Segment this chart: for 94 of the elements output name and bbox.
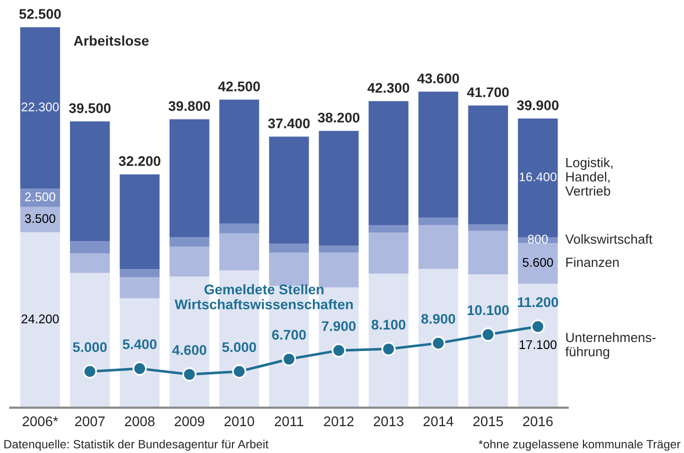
bar — [219, 100, 260, 224]
bar — [368, 274, 408, 408]
x-tick-label: 2015 — [473, 416, 503, 426]
bar — [170, 246, 210, 277]
text: *ohne zugelassene kommunale Träger — [478, 440, 680, 451]
bar — [120, 269, 160, 278]
bar — [318, 246, 359, 253]
point — [481, 327, 496, 342]
point — [332, 343, 346, 358]
total-label: 32.200 — [118, 156, 160, 166]
data-label: 8.900 — [421, 314, 456, 324]
point — [232, 364, 246, 379]
bar — [20, 206, 60, 232]
bar — [368, 232, 408, 274]
total-label: 37.400 — [268, 118, 310, 128]
bar — [468, 274, 508, 408]
bar — [418, 92, 458, 218]
total-label: 52.500 — [19, 9, 61, 19]
total-label: 39.900 — [516, 100, 559, 110]
x-tick-label: 2010 — [224, 416, 254, 426]
x-tick-label: 2009 — [174, 416, 204, 426]
series-label: Unternehmens- führung — [565, 332, 656, 359]
data-label: 4.600 — [172, 345, 206, 355]
data-label: 800 — [528, 234, 548, 244]
data-label: 8.100 — [372, 320, 406, 330]
x-tick-label: 2016 — [523, 416, 553, 426]
bar — [418, 268, 458, 408]
x-tick-label: 2006* — [22, 416, 58, 426]
point — [381, 342, 396, 356]
bar — [368, 101, 408, 226]
bar — [170, 237, 210, 247]
point — [431, 336, 446, 350]
point — [282, 352, 296, 366]
bar — [219, 233, 260, 270]
x-tick-label: 2013 — [374, 416, 404, 426]
total-label: 38.200 — [318, 112, 360, 123]
data-label: 17.100 — [520, 340, 556, 350]
data-label: 5.400 — [122, 339, 156, 350]
bar — [20, 232, 60, 408]
data-label: 5.000 — [222, 342, 256, 352]
bar — [20, 27, 60, 189]
bar — [70, 240, 110, 254]
total-label: 39.800 — [168, 101, 210, 111]
bar — [418, 218, 458, 226]
bar — [418, 225, 458, 269]
x-tick-label: 2012 — [324, 416, 354, 426]
point — [82, 364, 97, 379]
x-tick-label: 2011 — [274, 416, 304, 426]
total-label: 42.300 — [368, 82, 410, 93]
total-label: 39.500 — [68, 103, 111, 114]
bar — [368, 225, 408, 233]
bar — [468, 105, 508, 224]
annotation: Arbeitslose — [74, 36, 149, 46]
bar — [70, 253, 110, 273]
bar — [120, 277, 160, 298]
data-label: 16.400 — [520, 172, 556, 182]
bar — [468, 230, 508, 274]
point — [182, 367, 197, 382]
text: Datenquelle: Statistik der Bundesagentur für Arbeit — [4, 440, 268, 451]
data-label: 10.100 — [468, 305, 509, 316]
data-label: 7.900 — [322, 321, 356, 332]
total-label: 42.500 — [218, 82, 260, 92]
data-label: 2.500 — [25, 192, 56, 202]
total-label: 41.700 — [467, 87, 509, 98]
point — [530, 319, 545, 334]
bar — [70, 121, 110, 241]
bar — [518, 243, 558, 284]
bar — [269, 244, 309, 253]
point — [132, 361, 147, 376]
bar — [468, 224, 508, 231]
series-label: Logistik, Handel, Vertrieb — [565, 158, 612, 196]
series-label: Volkswirtschaft — [565, 234, 652, 244]
bar — [70, 272, 110, 408]
data-label: 6.700 — [272, 330, 306, 340]
data-label: 5.600 — [522, 258, 554, 267]
data-label: 5.000 — [72, 342, 107, 352]
x-tick-label: 2014 — [424, 416, 454, 426]
data-label: 3.500 — [24, 214, 56, 223]
bar — [170, 119, 210, 238]
bar — [120, 174, 160, 270]
bar — [269, 252, 309, 286]
data-label: 22.300 — [22, 102, 59, 112]
bar — [219, 224, 260, 234]
data-label: 24.200 — [22, 314, 59, 324]
x-tick-label: 2007 — [75, 416, 105, 426]
bar — [269, 136, 309, 244]
total-label: 43.600 — [417, 74, 459, 84]
data-label: 11.200 — [518, 297, 558, 308]
bar — [518, 284, 558, 408]
text: Gemeldete Stellen Wirtschaftswissenschaften — [174, 284, 353, 310]
bar — [318, 130, 359, 246]
bar — [120, 298, 160, 408]
series-label: Finanzen — [566, 257, 619, 268]
x-tick-label: 2008 — [124, 416, 155, 426]
